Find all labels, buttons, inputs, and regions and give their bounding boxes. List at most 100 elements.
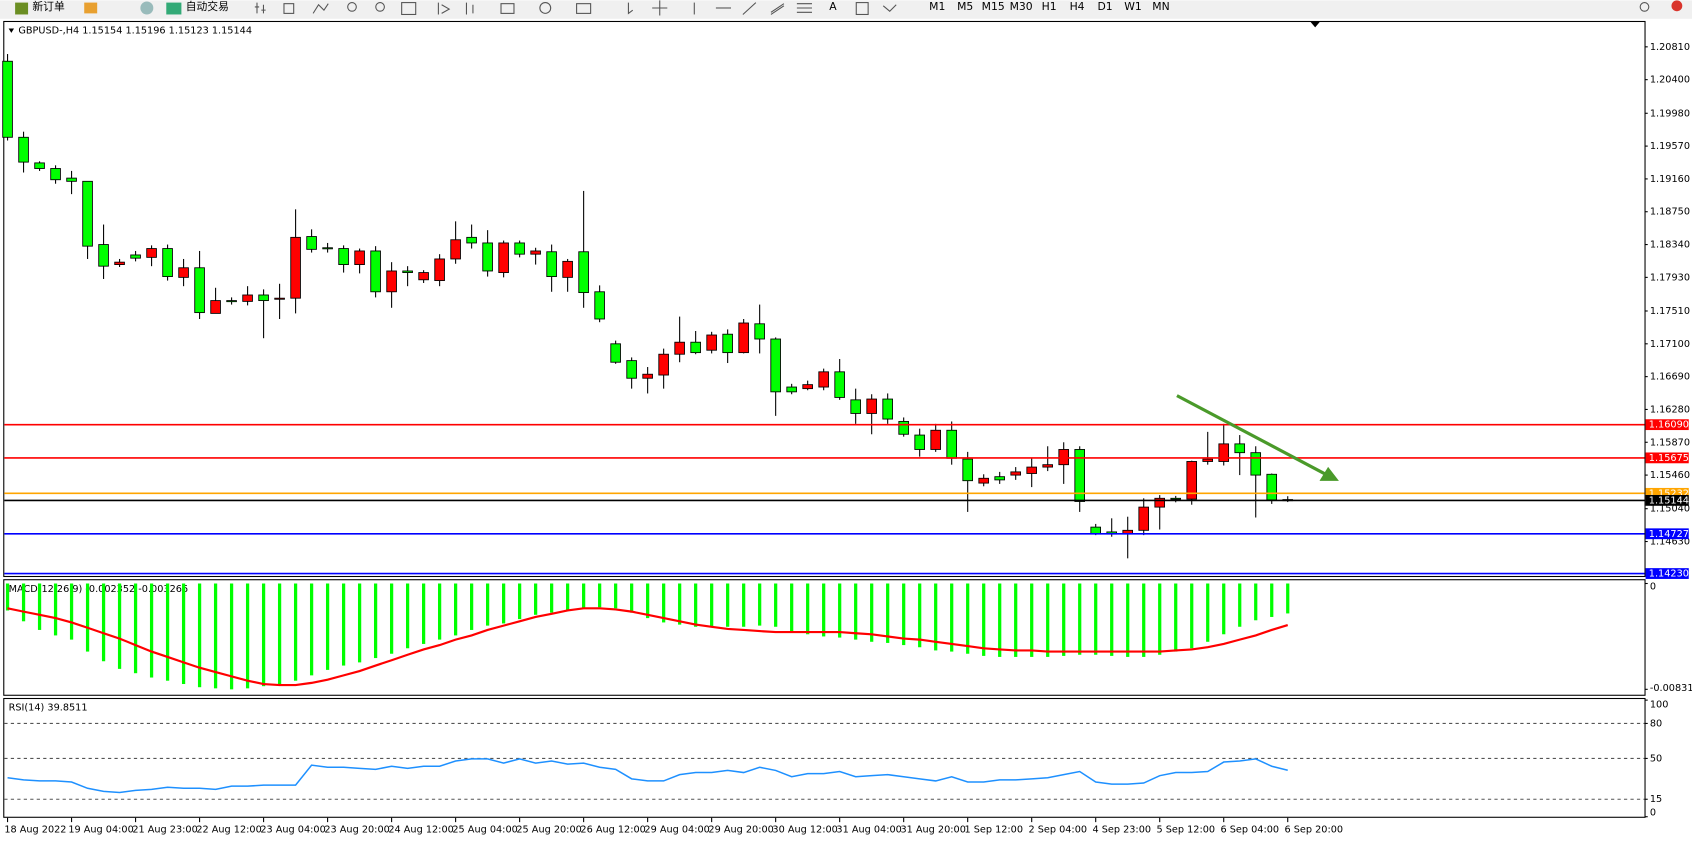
candle-body [898, 421, 909, 435]
candle-body [274, 297, 285, 300]
candle-body [706, 334, 717, 351]
macd-bar [69, 583, 74, 640]
shift-icon[interactable] [465, 2, 474, 15]
arrows-icon[interactable] [882, 4, 897, 12]
macd-bar [1286, 583, 1290, 614]
macd-bar [982, 583, 986, 656]
cursor-icon[interactable] [627, 2, 634, 15]
macd-title: MACD(12,26,9) -0.002352 -0.003266 [9, 584, 188, 595]
timeframe-button[interactable]: M15 [982, 0, 1005, 13]
candle-body [818, 371, 829, 388]
timeframe-button[interactable]: H1 [1042, 0, 1057, 13]
macd-bar [486, 583, 490, 626]
label-icon[interactable] [855, 2, 869, 16]
candle-body [162, 248, 173, 278]
line-icon[interactable] [312, 3, 329, 14]
macd-bar [582, 583, 586, 609]
channel-icon[interactable] [770, 3, 785, 15]
candle-body [386, 270, 397, 293]
new-order-button[interactable]: 新订单 [32, 0, 65, 13]
timeframe-button[interactable]: M1 [929, 0, 945, 13]
x-tick-label: 6 Sep 20:00 [1284, 825, 1343, 836]
price-label-box [1645, 419, 1689, 431]
candle-body [962, 458, 973, 482]
macd-bar [1110, 583, 1114, 656]
macd-bar [373, 583, 378, 659]
macd-bar [85, 583, 90, 652]
macd-panel [3, 579, 1646, 696]
candle-body [802, 384, 813, 390]
candle-icon[interactable] [283, 3, 295, 14]
scroll-icon[interactable] [437, 2, 451, 15]
candle-body [610, 343, 621, 363]
search-icon[interactable] [1639, 2, 1650, 12]
y-tick-label: 1.18750 [1650, 207, 1690, 218]
macd-bar [662, 583, 666, 623]
macd-bar [261, 583, 266, 687]
macd-bar [902, 583, 906, 646]
candle-body [658, 353, 669, 376]
zoom-in-icon[interactable] [347, 2, 357, 12]
templates-icon[interactable] [576, 3, 592, 14]
main-title: GBPUSD-,H4 1.15154 1.15196 1.15123 1.151… [18, 26, 252, 37]
macd-bar [646, 583, 650, 619]
icon[interactable] [140, 1, 154, 15]
x-tick-label: 23 Aug 20:00 [324, 825, 389, 836]
indicators-icon[interactable] [500, 3, 515, 14]
macd-bar [790, 583, 794, 632]
collapse-triangle [8, 28, 15, 33]
auto-trade-button[interactable]: 自动交易 [186, 0, 229, 13]
candle-body [978, 477, 989, 484]
x-tick-label: 5 Sep 12:00 [1156, 825, 1215, 836]
macd-bar [1014, 583, 1018, 657]
x-tick-label: 23 Aug 04:00 [260, 825, 325, 836]
fibo-icon[interactable] [796, 3, 812, 13]
x-tick-label: 25 Aug 04:00 [452, 825, 517, 836]
text-tool[interactable]: A [829, 0, 837, 13]
auto-trade-icon[interactable] [166, 2, 182, 15]
y-tick-label: 1.17100 [1650, 339, 1690, 350]
x-tick-label: 4 Sep 23:00 [1092, 825, 1151, 836]
x-tick-label: 22 Aug 12:00 [196, 825, 261, 836]
icon[interactable] [84, 2, 98, 14]
y-tick-label: 1.18340 [1650, 240, 1690, 251]
x-tick-label: 18 Aug 2022 [4, 825, 66, 836]
timeframe-button[interactable]: M30 [1010, 0, 1033, 13]
candle-body [1170, 497, 1182, 500]
periods-icon[interactable] [539, 2, 552, 14]
macd-bar [165, 583, 170, 681]
x-tick-label: 6 Sep 04:00 [1220, 825, 1279, 836]
macd-bar [437, 583, 442, 640]
timeframe-button[interactable]: W1 [1124, 0, 1142, 13]
macd-bar [694, 583, 698, 627]
timeframe-button[interactable]: MN [1152, 0, 1169, 13]
macd-bar [502, 583, 506, 624]
macd-bar [389, 583, 394, 654]
macd-bar [870, 583, 874, 642]
timeframe-button[interactable]: D1 [1097, 0, 1112, 13]
timeframe-button[interactable]: M5 [957, 0, 973, 13]
bar-chart-icon[interactable] [254, 2, 266, 14]
macd-bar [1254, 583, 1258, 621]
candle-body [690, 341, 701, 354]
timeframe-button[interactable]: H4 [1070, 0, 1085, 13]
price-label: 1.15232 [1649, 488, 1689, 499]
candle-body [1266, 473, 1278, 501]
toolbar-bg [0, 0, 1692, 19]
candle-body [1074, 449, 1085, 502]
trendline-icon[interactable] [742, 2, 757, 15]
crosshair-icon[interactable] [652, 0, 668, 16]
candle-body [914, 434, 925, 450]
price-label: 1.16090 [1649, 420, 1689, 431]
candle-body [1186, 461, 1198, 500]
candle-body [1234, 443, 1246, 454]
candle-body [1138, 506, 1150, 531]
tile-icon[interactable] [401, 2, 417, 16]
candle-body [2, 60, 13, 138]
macd-bar [710, 583, 714, 627]
y-tick-label: 1.19980 [1650, 108, 1690, 119]
y-tick-label: 1.15040 [1650, 504, 1690, 515]
new-order-icon[interactable] [15, 2, 29, 15]
zoom-out-icon[interactable] [375, 2, 385, 12]
